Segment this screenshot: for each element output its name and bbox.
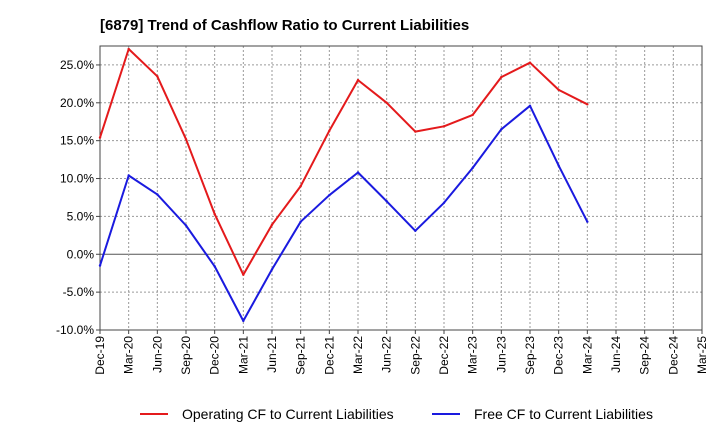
- series-lines: [98, 47, 589, 323]
- data-point: [500, 75, 503, 79]
- x-tick-label: Jun-23: [494, 336, 508, 373]
- x-tick-label: Sep-23: [523, 336, 537, 375]
- data-point: [156, 193, 159, 196]
- series-line-free-cf: [99, 104, 589, 322]
- y-tick-label: -5.0%: [63, 285, 95, 299]
- data-point: [356, 78, 360, 82]
- y-tick-label: 15.0%: [60, 134, 94, 148]
- data-point: [213, 212, 216, 216]
- y-tick-label: 20.0%: [60, 96, 94, 110]
- x-tick-label: Mar-23: [466, 336, 480, 374]
- data-point: [356, 171, 360, 174]
- data-point: [299, 220, 302, 223]
- data-point: [500, 128, 503, 131]
- data-point: [98, 264, 102, 267]
- data-point: [442, 201, 446, 204]
- y-axis-ticks: -10.0% -5.0% 0.0% 5.0% 10.0% 15.0% 20.0% 25.0%: [56, 58, 100, 337]
- data-point: [557, 164, 560, 167]
- x-tick-label: Mar-24: [580, 336, 594, 374]
- data-point: [385, 101, 388, 105]
- x-tick-label: Dec-20: [208, 336, 222, 375]
- x-tick-label: Sep-20: [179, 336, 193, 375]
- data-point: [184, 137, 188, 141]
- x-tick-label: Sep-22: [408, 336, 422, 375]
- x-tick-label: Jun-21: [265, 336, 279, 373]
- y-tick-label: 5.0%: [67, 209, 95, 223]
- data-point: [586, 220, 589, 223]
- plot-area-frame: [99, 45, 703, 331]
- series-line-operating-cf: [99, 48, 588, 276]
- data-point: [328, 129, 331, 133]
- x-tick-label: Dec-23: [552, 336, 566, 375]
- x-tick-label: Dec-19: [93, 336, 107, 375]
- x-tick-label: Mar-25: [695, 336, 709, 374]
- data-point: [242, 319, 245, 323]
- y-tick-label: 10.0%: [60, 172, 94, 186]
- x-tick-label: Dec-24: [666, 336, 680, 375]
- x-tick-label: Dec-21: [322, 336, 336, 375]
- x-tick-label: Mar-21: [236, 336, 250, 374]
- x-tick-label: Jun-24: [609, 336, 623, 373]
- y-tick-label: 0.0%: [67, 247, 95, 261]
- x-tick-label: Sep-21: [294, 336, 308, 375]
- x-tick-label: Jun-20: [150, 336, 164, 373]
- grid: [100, 46, 702, 331]
- data-point: [270, 223, 274, 226]
- data-point: [557, 88, 560, 92]
- y-tick-label: -10.0%: [56, 323, 94, 337]
- data-point: [471, 113, 474, 117]
- data-point: [586, 103, 589, 106]
- legend-label: Operating CF to Current Liabilities: [182, 406, 394, 422]
- data-point: [442, 125, 446, 128]
- x-tick-label: Dec-22: [437, 336, 451, 375]
- legend-label: Free CF to Current Liabilities: [474, 406, 653, 422]
- data-point: [328, 193, 331, 197]
- data-point: [127, 47, 130, 51]
- y-tick-label: 25.0%: [60, 58, 94, 72]
- data-point: [528, 61, 532, 64]
- data-point: [184, 224, 188, 227]
- data-point: [385, 200, 388, 203]
- legend: Operating CF to Current Liabilities Free …: [140, 406, 653, 422]
- chart-title: [6879] Trend of Cashflow Ratio to Curren…: [100, 17, 469, 34]
- x-tick-label: Sep-24: [638, 336, 652, 375]
- data-point: [528, 104, 532, 108]
- data-point: [299, 184, 302, 188]
- data-point: [414, 130, 417, 133]
- x-tick-label: Mar-22: [351, 336, 365, 374]
- data-point: [127, 174, 130, 177]
- x-tick-label: Jun-22: [380, 336, 394, 373]
- data-point: [156, 75, 159, 78]
- data-point: [242, 273, 245, 276]
- data-point: [471, 166, 474, 170]
- data-point: [213, 265, 216, 268]
- data-point: [98, 136, 102, 139]
- x-axis-ticks: Dec-19 Mar-20 Jun-20 Sep-20 Dec-20 Mar-21 Jun-…: [93, 330, 709, 375]
- data-point: [270, 268, 274, 271]
- x-tick-label: Mar-20: [122, 336, 136, 374]
- data-point: [414, 229, 417, 232]
